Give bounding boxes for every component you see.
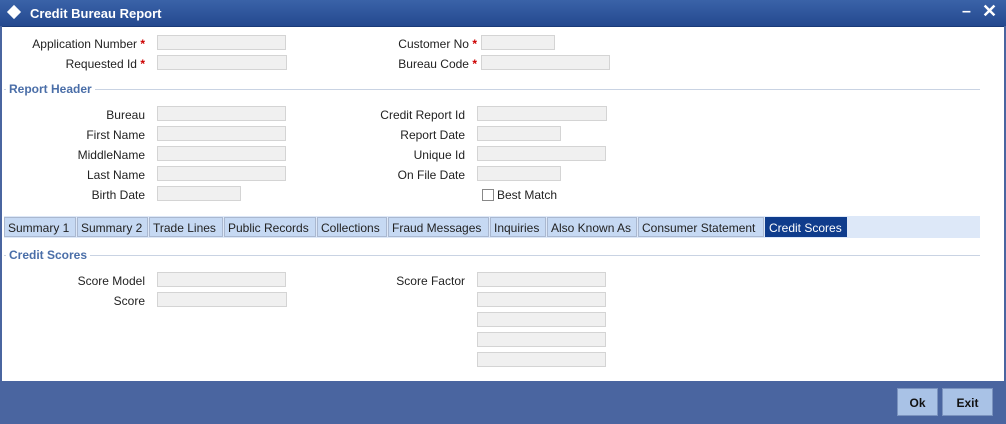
middle-name-input[interactable] — [157, 146, 286, 161]
bureau-code-label: Bureau Code * — [337, 57, 477, 71]
score-factor-label: Score Factor — [396, 274, 465, 288]
score-factor-input-2[interactable] — [477, 292, 606, 307]
required-star: * — [472, 57, 477, 71]
report-date-label: Report Date — [400, 128, 465, 142]
credit-report-id-input[interactable] — [477, 106, 607, 121]
score-input[interactable] — [157, 292, 287, 307]
label-text: Requested Id — [65, 57, 137, 71]
label-text: Customer No — [398, 37, 469, 51]
label-text: Application Number — [32, 37, 137, 51]
bureau-input[interactable] — [157, 106, 286, 121]
score-label: Score — [113, 294, 145, 308]
tab-fraud-messages[interactable]: Fraud Messages — [388, 217, 489, 237]
birth-date-label: Birth Date — [91, 188, 145, 202]
middle-name-label: MiddleName — [77, 148, 145, 162]
last-name-label: Last Name — [86, 168, 145, 182]
score-factor-input-3[interactable] — [477, 312, 606, 327]
label-text: Bureau Code — [398, 57, 469, 71]
footer-bar — [0, 381, 1006, 424]
first-name-label: First Name — [86, 128, 145, 142]
tab-credit-scores[interactable]: Credit Scores — [765, 217, 847, 237]
score-factor-input-1[interactable] — [477, 272, 606, 287]
left-border — [0, 26, 2, 382]
credit-report-id-label: Credit Report Id — [380, 108, 465, 122]
tab-summary-2[interactable]: Summary 2 — [77, 217, 148, 237]
report-header-rule — [4, 89, 980, 90]
best-match-label: Best Match — [497, 188, 558, 202]
score-factor-input-4[interactable] — [477, 332, 606, 347]
exit-button[interactable]: Exit — [942, 388, 993, 416]
requested-id-label: Requested Id * — [5, 57, 145, 71]
last-name-input[interactable] — [157, 166, 286, 181]
application-number-label: Application Number * — [5, 37, 145, 51]
tab-inquiries[interactable]: Inquiries — [490, 217, 546, 237]
minimize-icon[interactable]: – — [962, 3, 971, 20]
customer-no-input[interactable] — [481, 35, 555, 50]
score-model-label: Score Model — [77, 274, 145, 288]
best-match-checkbox[interactable] — [482, 189, 494, 201]
customer-no-label: Customer No * — [337, 37, 477, 51]
bureau-label: Bureau — [106, 108, 145, 122]
tab-consumer-statement[interactable]: Consumer Statement — [638, 217, 764, 237]
birth-date-input[interactable] — [157, 186, 241, 201]
report-header-legend: Report Header — [6, 82, 95, 96]
first-name-input[interactable] — [157, 126, 286, 141]
tab-summary-1[interactable]: Summary 1 — [4, 217, 76, 237]
required-star: * — [140, 57, 145, 71]
required-star: * — [140, 37, 145, 51]
credit-scores-rule — [4, 255, 980, 256]
bureau-code-input[interactable] — [481, 55, 610, 70]
credit-scores-legend: Credit Scores — [6, 248, 91, 262]
unique-id-input[interactable] — [477, 146, 606, 161]
score-factor-input-5[interactable] — [477, 352, 606, 367]
tab-trade-lines[interactable]: Trade Lines — [149, 217, 223, 237]
score-model-input[interactable] — [157, 272, 286, 287]
tab-strip: Summary 1 Summary 2 Trade Lines Public R… — [4, 216, 980, 238]
right-border — [1004, 26, 1006, 382]
title-bar — [0, 0, 1006, 27]
tab-also-known-as[interactable]: Also Known As — [547, 217, 637, 237]
on-file-date-input[interactable] — [477, 166, 561, 181]
on-file-date-label: On File Date — [397, 168, 465, 182]
unique-id-label: Unique Id — [413, 148, 465, 162]
report-date-input[interactable] — [477, 126, 561, 141]
window-title: Credit Bureau Report — [30, 6, 162, 21]
application-number-input[interactable] — [157, 35, 286, 50]
tab-collections[interactable]: Collections — [317, 217, 387, 237]
close-icon[interactable]: ✕ — [982, 1, 998, 21]
ok-button[interactable]: Ok — [897, 388, 938, 416]
requested-id-input[interactable] — [157, 55, 287, 70]
tab-public-records[interactable]: Public Records — [224, 217, 316, 237]
required-star: * — [472, 37, 477, 51]
